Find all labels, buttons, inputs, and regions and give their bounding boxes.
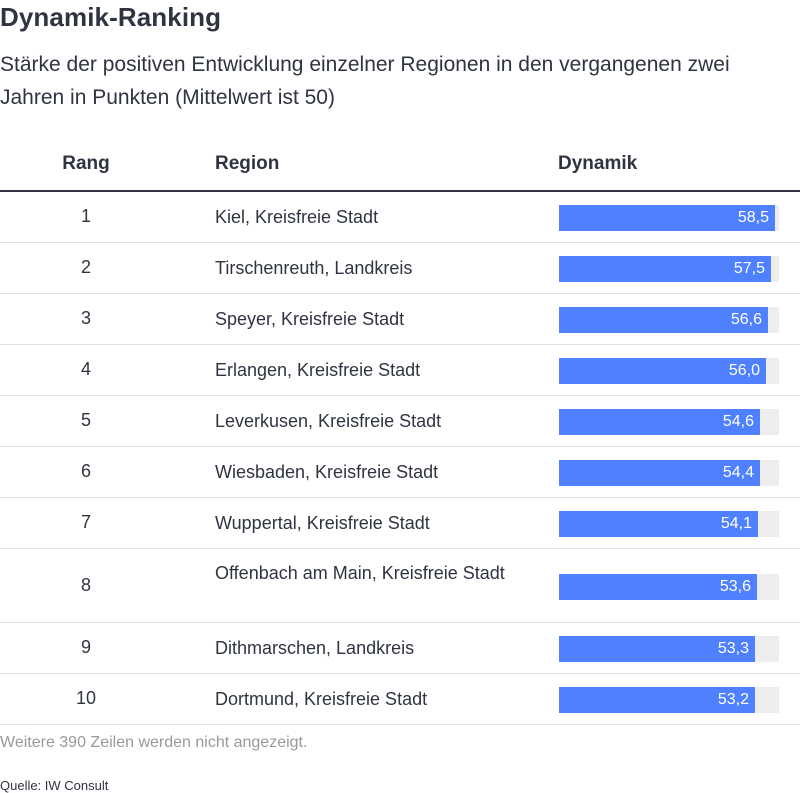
table-row: 5 Leverkusen, Kreisfreie Stadt 54,6 <box>0 396 800 447</box>
region-cell: Leverkusen, Kreisfreie Stadt <box>215 411 442 431</box>
region-cell: Tirschenreuth, Landkreis <box>215 258 413 278</box>
chart-subtitle: Stärke der positiven Entwicklung einzeln… <box>0 53 730 109</box>
region-cell: Wiesbaden, Kreisfreie Stadt <box>215 462 439 482</box>
table-row: 1 Kiel, Kreisfreie Stadt 58,5 <box>0 192 800 243</box>
dynamik-bar: 58,5 <box>559 205 775 231</box>
rank-cell: 4 <box>80 359 91 379</box>
table-row: 4 Erlangen, Kreisfreie Stadt 56,0 <box>0 345 800 396</box>
rank-cell: 9 <box>80 637 91 657</box>
rank-cell: 6 <box>80 461 91 481</box>
more-rows-note: Weitere 390 Zeilen werden nicht angezeig… <box>0 734 308 751</box>
chart-title: Dynamik-Ranking <box>0 2 222 32</box>
table-body: 1 Kiel, Kreisfreie Stadt 58,5 2 Tirschenreut… <box>0 192 800 725</box>
table-row: 3 Speyer, Kreisfreie Stadt 56,6 <box>0 294 800 345</box>
dynamik-bar-track: 53,3 <box>559 636 779 662</box>
dynamik-bar: 56,0 <box>559 358 766 384</box>
dynamik-bar: 53,3 <box>559 636 755 662</box>
dynamik-bar: 53,2 <box>559 687 755 713</box>
dynamik-bar-track: 58,5 <box>559 205 779 231</box>
region-cell: Speyer, Kreisfreie Stadt <box>215 309 405 329</box>
column-header-rank[interactable]: Rang <box>62 153 110 174</box>
region-cell: Wuppertal, Kreisfreie Stadt <box>215 513 430 533</box>
dynamik-bar: 56,6 <box>559 307 768 333</box>
table-row: 7 Wuppertal, Kreisfreie Stadt 54,1 <box>0 498 800 549</box>
rank-cell: 3 <box>80 308 91 328</box>
dynamik-bar-track: 54,6 <box>559 409 779 435</box>
rank-cell: 10 <box>75 688 97 708</box>
column-header-dynamik[interactable]: Dynamik <box>558 153 638 174</box>
dynamik-bar-track: 57,5 <box>559 256 779 282</box>
rank-cell: 1 <box>80 206 91 226</box>
table-header: Rang Region Dynamik <box>0 148 800 192</box>
region-cell: Offenbach am Main, Kreisfreie Stadt <box>215 563 505 583</box>
rank-cell: 5 <box>80 410 91 430</box>
dynamik-bar: 54,6 <box>559 409 760 435</box>
region-cell: Kiel, Kreisfreie Stadt <box>215 207 379 227</box>
column-header-region[interactable]: Region <box>215 153 280 174</box>
region-cell: Erlangen, Kreisfreie Stadt <box>215 360 421 380</box>
table-row: 10 Dortmund, Kreisfreie Stadt 53,2 <box>0 674 800 725</box>
dynamik-bar: 54,4 <box>559 460 760 486</box>
dynamik-bar-track: 56,6 <box>559 307 779 333</box>
table-row: 6 Wiesbaden, Kreisfreie Stadt 54,4 <box>0 447 800 498</box>
dynamik-bar: 54,1 <box>559 511 758 537</box>
dynamik-bar: 53,6 <box>559 573 757 600</box>
dynamik-bar-track: 54,1 <box>559 511 779 537</box>
region-cell: Dithmarschen, Landkreis <box>215 638 415 658</box>
rank-cell: 7 <box>80 512 91 532</box>
rank-cell: 2 <box>80 257 91 277</box>
rank-cell: 8 <box>80 574 91 595</box>
dynamik-bar-track: 53,6 <box>559 573 779 600</box>
dynamik-bar-track: 53,2 <box>559 687 779 713</box>
table-row: 9 Dithmarschen, Landkreis 53,3 <box>0 623 800 674</box>
table-row: 2 Tirschenreuth, Landkreis 57,5 <box>0 243 800 294</box>
dynamik-bar-track: 54,4 <box>559 460 779 486</box>
region-cell: Dortmund, Kreisfreie Stadt <box>215 689 428 709</box>
dynamik-bar: 57,5 <box>559 256 771 282</box>
ranking-table: Rang Region Dynamik 1 Kiel, Kreisfreie St… <box>0 148 800 725</box>
dynamik-bar-track: 56,0 <box>559 358 779 384</box>
table-row: 8 Offenbach am Main, Kreisfreie Stadt 53,6 <box>0 549 800 623</box>
